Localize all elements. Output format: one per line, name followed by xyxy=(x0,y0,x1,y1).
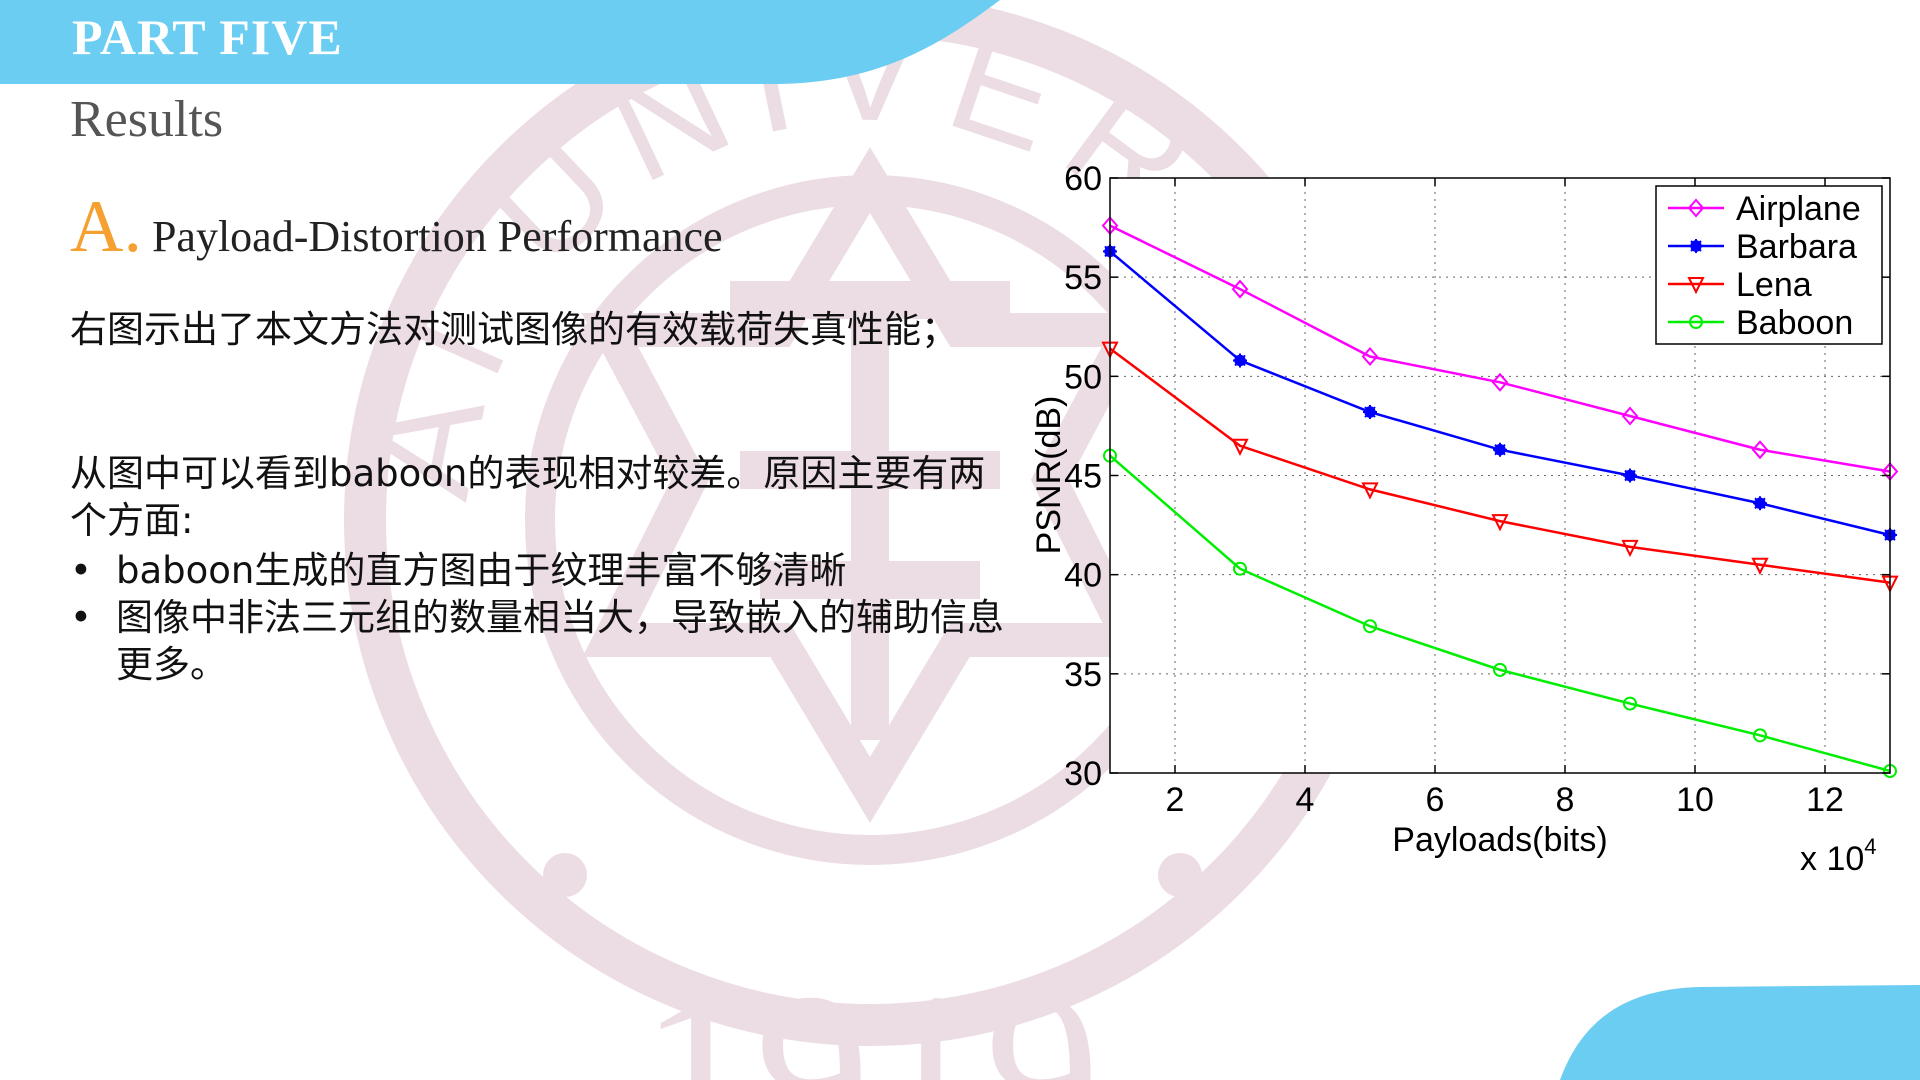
legend-label: Baboon xyxy=(1736,304,1853,342)
list-item: • baboon生成的直方图由于纹理丰富不够清晰 xyxy=(70,547,1010,594)
list-item-text: 图像中非法三元组的数量相当大，导致嵌入的辅助信息更多。 xyxy=(116,596,1004,686)
section-title: Results xyxy=(70,91,224,148)
data-point-airplane xyxy=(1231,279,1249,299)
psnr-payload-chart: 2 4 6 8 10 12 30 35 40 45 50 55 60 AirplaneBarbaraLe… xyxy=(1030,160,1899,878)
paragraph-intro: 右图示出了本文方法对测试图像的有效载荷失真性能； xyxy=(70,308,958,351)
data-point-airplane xyxy=(1751,440,1769,460)
data-point-lena xyxy=(1751,557,1769,575)
x-tick-label: 6 xyxy=(1426,781,1445,819)
x-tick-label: 4 xyxy=(1296,781,1315,819)
data-point-baboon xyxy=(1623,696,1637,711)
x-tick-label: 12 xyxy=(1806,781,1844,819)
y-tick-label: 55 xyxy=(1064,259,1102,297)
series-lena xyxy=(1101,341,1899,593)
series-layer xyxy=(1101,216,1899,779)
ticks: 2 4 6 8 10 12 30 35 40 45 50 55 60 xyxy=(1064,160,1890,819)
x-multiplier-exponent: 4 xyxy=(1864,834,1876,859)
data-point-airplane xyxy=(1491,372,1509,392)
paragraph-analysis: 从图中可以看到baboon的表现相对较差。原因主要有两个方面: xyxy=(70,452,986,542)
data-point-baboon xyxy=(1753,728,1767,743)
data-point-airplane xyxy=(1361,346,1379,367)
subsection-title: Payload-Distortion Performance xyxy=(151,212,723,261)
y-tick-label: 60 xyxy=(1064,160,1102,198)
x-axis-multiplier: x 104 xyxy=(1800,834,1877,878)
bullet-marker: • xyxy=(70,596,92,639)
data-point-airplane xyxy=(1621,406,1639,426)
data-point-barbara xyxy=(1753,496,1767,511)
legend-entry-barbara: Barbara xyxy=(1668,228,1857,266)
legend-label: Airplane xyxy=(1736,190,1861,228)
legend-entry-baboon: Baboon xyxy=(1668,304,1853,342)
x-tick-label: 10 xyxy=(1676,781,1714,819)
data-point-barbara xyxy=(1623,468,1637,483)
legend-marker xyxy=(1689,315,1703,329)
legend-entry-airplane: Airplane xyxy=(1668,190,1861,228)
y-tick-label: 35 xyxy=(1064,656,1102,694)
y-tick-label: 45 xyxy=(1064,458,1102,496)
subsection-letter: A. xyxy=(70,186,142,268)
y-tick-label: 40 xyxy=(1064,557,1102,595)
data-point-lena xyxy=(1491,514,1509,532)
subsection-heading: A. Payload-Distortion Performance xyxy=(70,185,723,270)
data-point-baboon xyxy=(1233,561,1247,576)
series-line-lena xyxy=(1109,347,1891,584)
y-axis-label: PSNR(dB) xyxy=(1030,396,1068,555)
list-item-text: baboon生成的直方图由于纹理丰富不够清晰 xyxy=(116,549,847,592)
data-point-lena xyxy=(1361,482,1379,500)
series-airplane xyxy=(1101,216,1899,482)
corner-decoration xyxy=(1560,985,1920,1080)
legend-label: Lena xyxy=(1736,266,1812,304)
data-point-baboon xyxy=(1493,662,1507,677)
x-tick-label: 8 xyxy=(1556,781,1575,819)
watermark-year: 1919 xyxy=(640,945,1100,1080)
y-tick-label: 50 xyxy=(1064,358,1102,396)
header-band xyxy=(0,0,1000,84)
series-line-airplane xyxy=(1109,224,1891,473)
list-item: • 图像中非法三元组的数量相当大，导致嵌入的辅助信息更多。 xyxy=(70,594,1010,688)
data-point-barbara xyxy=(1233,353,1247,368)
x-axis-label: Payloads(bits) xyxy=(1392,821,1607,859)
part-label: PART FIVE xyxy=(72,9,343,65)
data-point-lena xyxy=(1231,438,1249,456)
legend-entry-lena: Lena xyxy=(1668,266,1812,304)
data-point-baboon xyxy=(1363,619,1377,634)
legend-marker xyxy=(1687,277,1705,295)
data-point-barbara xyxy=(1493,442,1507,457)
legend-label: Barbara xyxy=(1736,228,1857,266)
series-line-baboon xyxy=(1109,454,1891,773)
reason-list: • baboon生成的直方图由于纹理丰富不够清晰 • 图像中非法三元组的数量相当… xyxy=(70,547,1010,688)
x-multiplier-base: x 10 xyxy=(1800,840,1864,878)
x-tick-label: 2 xyxy=(1166,781,1185,819)
data-point-barbara xyxy=(1363,405,1377,420)
legend-marker xyxy=(1689,239,1703,253)
y-tick-label: 30 xyxy=(1064,755,1102,793)
data-point-lena xyxy=(1621,539,1639,558)
legend-marker xyxy=(1687,198,1705,218)
bullet-marker: • xyxy=(70,549,92,592)
